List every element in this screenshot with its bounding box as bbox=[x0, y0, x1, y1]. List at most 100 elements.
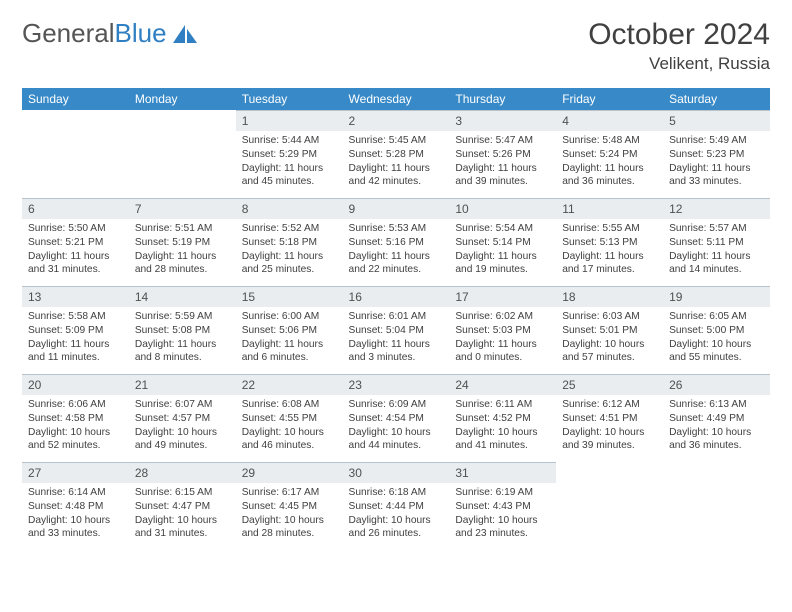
sunrise-text: Sunrise: 6:17 AM bbox=[242, 486, 337, 500]
weekday-header: Friday bbox=[556, 88, 663, 110]
daylight-text: Daylight: 10 hours and 46 minutes. bbox=[242, 426, 337, 454]
sunset-text: Sunset: 4:58 PM bbox=[28, 412, 123, 426]
day-number: 20 bbox=[22, 374, 129, 395]
sunrise-text: Sunrise: 6:11 AM bbox=[455, 398, 550, 412]
calendar-cell: 27Sunrise: 6:14 AMSunset: 4:48 PMDayligh… bbox=[22, 462, 129, 550]
daylight-text: Daylight: 11 hours and 14 minutes. bbox=[669, 250, 764, 278]
day-number: 15 bbox=[236, 286, 343, 307]
day-number: 3 bbox=[449, 110, 556, 131]
day-number: 22 bbox=[236, 374, 343, 395]
sunrise-text: Sunrise: 6:14 AM bbox=[28, 486, 123, 500]
daylight-text: Daylight: 11 hours and 6 minutes. bbox=[242, 338, 337, 366]
day-number: 7 bbox=[129, 198, 236, 219]
day-details: Sunrise: 5:59 AMSunset: 5:08 PMDaylight:… bbox=[129, 307, 236, 371]
calendar-cell: 24Sunrise: 6:11 AMSunset: 4:52 PMDayligh… bbox=[449, 374, 556, 462]
sunrise-text: Sunrise: 6:12 AM bbox=[562, 398, 657, 412]
month-title: October 2024 bbox=[588, 18, 770, 52]
sunrise-text: Sunrise: 5:52 AM bbox=[242, 222, 337, 236]
day-number: 5 bbox=[663, 110, 770, 131]
calendar-table: SundayMondayTuesdayWednesdayThursdayFrid… bbox=[22, 88, 770, 550]
sunset-text: Sunset: 5:19 PM bbox=[135, 236, 230, 250]
day-details: Sunrise: 6:09 AMSunset: 4:54 PMDaylight:… bbox=[343, 395, 450, 459]
sunrise-text: Sunrise: 5:51 AM bbox=[135, 222, 230, 236]
sunset-text: Sunset: 4:44 PM bbox=[349, 500, 444, 514]
day-number: 26 bbox=[663, 374, 770, 395]
sunset-text: Sunset: 5:29 PM bbox=[242, 148, 337, 162]
day-details: Sunrise: 5:50 AMSunset: 5:21 PMDaylight:… bbox=[22, 219, 129, 283]
daylight-text: Daylight: 11 hours and 39 minutes. bbox=[455, 162, 550, 190]
daylight-text: Daylight: 11 hours and 42 minutes. bbox=[349, 162, 444, 190]
calendar-cell: 29Sunrise: 6:17 AMSunset: 4:45 PMDayligh… bbox=[236, 462, 343, 550]
calendar-cell bbox=[22, 110, 129, 198]
calendar-cell: 17Sunrise: 6:02 AMSunset: 5:03 PMDayligh… bbox=[449, 286, 556, 374]
day-details: Sunrise: 6:02 AMSunset: 5:03 PMDaylight:… bbox=[449, 307, 556, 371]
sunrise-text: Sunrise: 6:13 AM bbox=[669, 398, 764, 412]
daylight-text: Daylight: 11 hours and 22 minutes. bbox=[349, 250, 444, 278]
sunrise-text: Sunrise: 6:15 AM bbox=[135, 486, 230, 500]
calendar-cell: 16Sunrise: 6:01 AMSunset: 5:04 PMDayligh… bbox=[343, 286, 450, 374]
sunset-text: Sunset: 5:09 PM bbox=[28, 324, 123, 338]
day-number: 29 bbox=[236, 462, 343, 483]
daylight-text: Daylight: 11 hours and 8 minutes. bbox=[135, 338, 230, 366]
sunrise-text: Sunrise: 5:57 AM bbox=[669, 222, 764, 236]
calendar-cell bbox=[129, 110, 236, 198]
calendar-cell: 6Sunrise: 5:50 AMSunset: 5:21 PMDaylight… bbox=[22, 198, 129, 286]
title-block: October 2024 Velikent, Russia bbox=[588, 18, 770, 74]
sunrise-text: Sunrise: 6:00 AM bbox=[242, 310, 337, 324]
day-number: 11 bbox=[556, 198, 663, 219]
daylight-text: Daylight: 11 hours and 28 minutes. bbox=[135, 250, 230, 278]
day-number: 9 bbox=[343, 198, 450, 219]
calendar-cell: 4Sunrise: 5:48 AMSunset: 5:24 PMDaylight… bbox=[556, 110, 663, 198]
day-number: 31 bbox=[449, 462, 556, 483]
sunset-text: Sunset: 4:45 PM bbox=[242, 500, 337, 514]
day-number: 2 bbox=[343, 110, 450, 131]
logo-text-gray: General bbox=[22, 18, 115, 49]
daylight-text: Daylight: 10 hours and 52 minutes. bbox=[28, 426, 123, 454]
day-details: Sunrise: 5:53 AMSunset: 5:16 PMDaylight:… bbox=[343, 219, 450, 283]
calendar-week-row: 6Sunrise: 5:50 AMSunset: 5:21 PMDaylight… bbox=[22, 198, 770, 286]
day-number: 13 bbox=[22, 286, 129, 307]
calendar-cell: 7 Sunrise: 5:51 AMSunset: 5:19 PMDaylight… bbox=[129, 198, 236, 286]
sunset-text: Sunset: 4:55 PM bbox=[242, 412, 337, 426]
day-number: 8 bbox=[236, 198, 343, 219]
daylight-text: Daylight: 10 hours and 31 minutes. bbox=[135, 514, 230, 542]
location: Velikent, Russia bbox=[588, 54, 770, 74]
sunset-text: Sunset: 5:18 PM bbox=[242, 236, 337, 250]
daylight-text: Daylight: 10 hours and 33 minutes. bbox=[28, 514, 123, 542]
daylight-text: Daylight: 11 hours and 11 minutes. bbox=[28, 338, 123, 366]
calendar-cell: 3Sunrise: 5:47 AMSunset: 5:26 PMDaylight… bbox=[449, 110, 556, 198]
sunrise-text: Sunrise: 5:55 AM bbox=[562, 222, 657, 236]
weekday-header: Saturday bbox=[663, 88, 770, 110]
day-details: Sunrise: 6:15 AMSunset: 4:47 PMDaylight:… bbox=[129, 483, 236, 547]
sunset-text: Sunset: 5:00 PM bbox=[669, 324, 764, 338]
day-details: Sunrise: 6:07 AMSunset: 4:57 PMDaylight:… bbox=[129, 395, 236, 459]
calendar-cell: 22Sunrise: 6:08 AMSunset: 4:55 PMDayligh… bbox=[236, 374, 343, 462]
daylight-text: Daylight: 10 hours and 26 minutes. bbox=[349, 514, 444, 542]
calendar-cell: 23Sunrise: 6:09 AMSunset: 4:54 PMDayligh… bbox=[343, 374, 450, 462]
calendar-cell: 12Sunrise: 5:57 AMSunset: 5:11 PMDayligh… bbox=[663, 198, 770, 286]
sunset-text: Sunset: 5:08 PM bbox=[135, 324, 230, 338]
sunset-text: Sunset: 5:26 PM bbox=[455, 148, 550, 162]
calendar-week-row: 20Sunrise: 6:06 AMSunset: 4:58 PMDayligh… bbox=[22, 374, 770, 462]
calendar-cell: 14Sunrise: 5:59 AMSunset: 5:08 PMDayligh… bbox=[129, 286, 236, 374]
sunrise-text: Sunrise: 5:58 AM bbox=[28, 310, 123, 324]
day-number: 18 bbox=[556, 286, 663, 307]
sunrise-text: Sunrise: 5:44 AM bbox=[242, 134, 337, 148]
day-details: Sunrise: 5:58 AMSunset: 5:09 PMDaylight:… bbox=[22, 307, 129, 371]
sunrise-text: Sunrise: 5:59 AM bbox=[135, 310, 230, 324]
daylight-text: Daylight: 11 hours and 17 minutes. bbox=[562, 250, 657, 278]
weekday-header: Wednesday bbox=[343, 88, 450, 110]
daylight-text: Daylight: 10 hours and 41 minutes. bbox=[455, 426, 550, 454]
calendar-cell: 13Sunrise: 5:58 AMSunset: 5:09 PMDayligh… bbox=[22, 286, 129, 374]
weekday-header: Monday bbox=[129, 88, 236, 110]
day-number: 23 bbox=[343, 374, 450, 395]
daylight-text: Daylight: 10 hours and 57 minutes. bbox=[562, 338, 657, 366]
day-details: Sunrise: 6:05 AMSunset: 5:00 PMDaylight:… bbox=[663, 307, 770, 371]
daylight-text: Daylight: 11 hours and 19 minutes. bbox=[455, 250, 550, 278]
sunset-text: Sunset: 4:47 PM bbox=[135, 500, 230, 514]
day-number: 6 bbox=[22, 198, 129, 219]
daylight-text: Daylight: 10 hours and 55 minutes. bbox=[669, 338, 764, 366]
daylight-text: Daylight: 11 hours and 25 minutes. bbox=[242, 250, 337, 278]
sunrise-text: Sunrise: 6:02 AM bbox=[455, 310, 550, 324]
sunset-text: Sunset: 4:48 PM bbox=[28, 500, 123, 514]
